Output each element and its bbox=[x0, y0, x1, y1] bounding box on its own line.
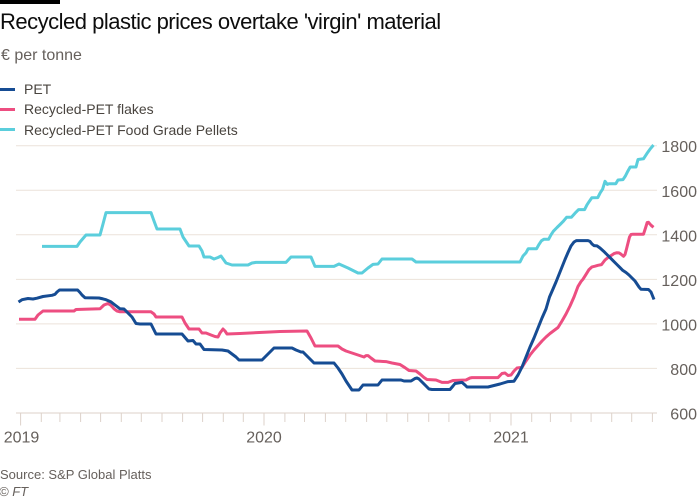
svg-text:1800: 1800 bbox=[661, 139, 697, 156]
svg-text:2020: 2020 bbox=[246, 430, 282, 447]
svg-text:600: 600 bbox=[670, 407, 697, 424]
svg-text:1200: 1200 bbox=[661, 273, 697, 290]
svg-text:2019: 2019 bbox=[4, 430, 40, 447]
svg-text:1600: 1600 bbox=[661, 184, 697, 201]
svg-text:1400: 1400 bbox=[661, 228, 697, 245]
svg-text:1000: 1000 bbox=[661, 317, 697, 334]
svg-text:2021: 2021 bbox=[493, 430, 529, 447]
svg-text:800: 800 bbox=[670, 362, 697, 379]
